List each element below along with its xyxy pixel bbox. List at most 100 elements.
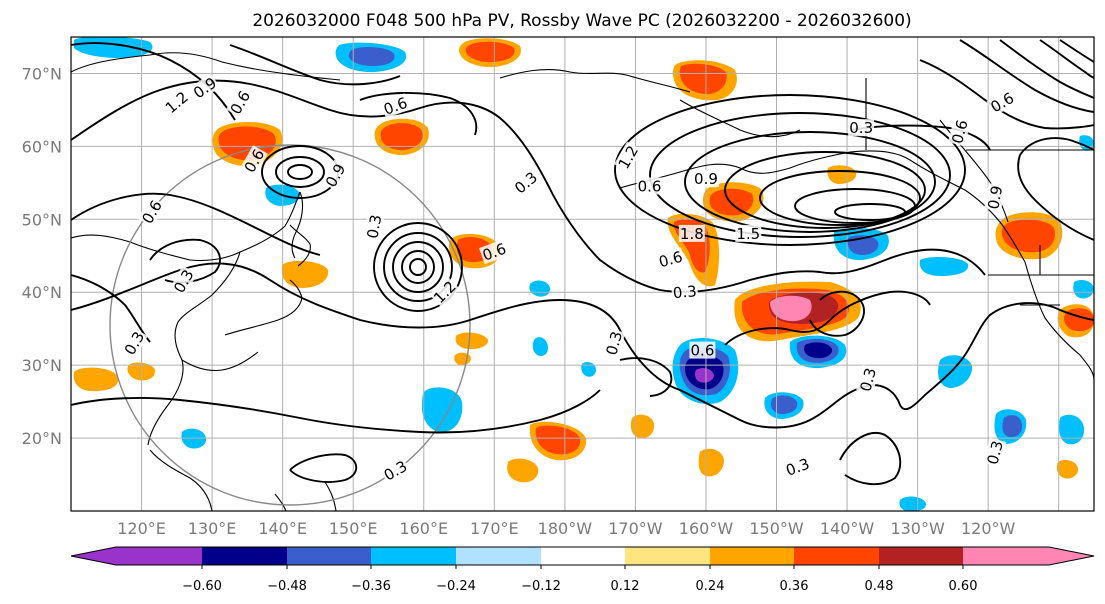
lon-tick-label: 170°W	[608, 519, 663, 538]
contour-label: 0.6	[947, 116, 972, 147]
lat-tick-label: 60°N	[22, 137, 62, 156]
contour-label-background	[189, 73, 221, 103]
contour-label-background	[984, 183, 1006, 212]
lat-tick-label: 40°N	[22, 283, 62, 302]
lat-tick-label: 20°N	[22, 429, 62, 448]
contour-label-background	[947, 116, 972, 147]
longitude-labels: 120°E 130°E 140°E 150°E 160°E 170°E 180°W 170°W…	[117, 519, 1015, 538]
range-circle	[109, 144, 471, 506]
colorbar-segment	[625, 547, 710, 565]
contour-label: 1.8	[678, 224, 705, 243]
contour-label-background	[655, 247, 686, 271]
contour-label-text: 0.9	[694, 170, 718, 188]
coastlines	[71, 52, 1094, 511]
colorbar-segment	[794, 547, 879, 565]
lon-tick-label: 140°W	[820, 519, 875, 538]
contour-label-text: 0.3	[672, 282, 697, 302]
lon-tick-label: 150°W	[749, 519, 804, 538]
colorbar-outline	[70, 546, 1095, 566]
contour-label-background	[848, 119, 875, 137]
colorbar-tick-label: 0.12	[611, 579, 640, 594]
lon-tick-label: 120°E	[117, 519, 166, 538]
map-panel: 0.91.2 0.6 0.60.6 0.90.6 0.30.30.30.61.20.31…	[71, 37, 1094, 511]
contour-label: 0.6	[655, 247, 686, 272]
colorbar-tick-label: −0.36	[351, 579, 391, 594]
lon-tick-label: 120°W	[961, 519, 1016, 538]
lon-tick-label: 170°E	[470, 519, 519, 538]
colorbar-tick-label: 0.48	[865, 579, 894, 594]
contour-label-text: 0.6	[948, 118, 972, 146]
contour-label-text: 0.6	[691, 342, 715, 360]
contour-label-background	[479, 239, 510, 265]
contour-label-background	[689, 341, 716, 359]
contour-label-background	[986, 88, 1018, 117]
contour-label-background	[614, 141, 642, 173]
contour-label-background	[379, 456, 411, 485]
colorbar-tick-label: −0.24	[436, 579, 476, 594]
contour-label-background	[636, 177, 663, 195]
lon-tick-label: 140°E	[258, 519, 307, 538]
figure-title: 2026032000 F048 500 hPa PV, Rossby Wave …	[252, 11, 911, 31]
contour-label: 0.3	[856, 364, 880, 395]
lon-tick-label: 160°E	[399, 519, 448, 538]
lon-tick-label: 160°W	[679, 519, 734, 538]
contour-label: 1.5	[735, 224, 762, 243]
contour-label-background	[380, 93, 411, 119]
contour-label-background	[226, 86, 254, 118]
contour-label: 0.3	[363, 212, 385, 241]
contour-label: 0.9	[692, 170, 719, 188]
anomaly-negative-3	[764, 392, 804, 419]
anomaly-negative-main	[672, 338, 739, 405]
contour-label-text: 0.3	[983, 439, 1007, 467]
contour-label-text: 0.3	[856, 366, 880, 394]
anomaly-negative-2	[789, 335, 847, 369]
contour-label-background	[692, 170, 719, 188]
colorbar-tick-label: 0.60	[949, 579, 978, 594]
colorbar-tick-label: 0.36	[780, 579, 809, 594]
colorbar-segment	[541, 547, 625, 565]
contour-label: 0.6	[689, 341, 716, 360]
colorbar-segment	[71, 547, 202, 565]
colorbar-tick-label: −0.12	[521, 579, 561, 594]
contour-label-background	[169, 265, 198, 297]
contour-label-background	[120, 327, 148, 359]
colorbar: −0.60 −0.48 −0.36 −0.24 −0.12 0.12 0.24 0.36 0.4…	[70, 546, 1095, 594]
contour-label-text: 0.6	[657, 248, 685, 272]
contour-label: 0.3	[671, 282, 699, 302]
contour-label: 0.3	[848, 119, 875, 137]
contour-label-background	[161, 87, 192, 118]
colorbar-tick-label: −0.48	[267, 579, 307, 594]
lat-tick-label: 70°N	[22, 64, 62, 83]
contour-label-text: 0.3	[602, 329, 626, 357]
contour-label-background	[429, 276, 460, 308]
contour-label-background	[321, 159, 349, 191]
lat-tick-label: 30°N	[22, 356, 62, 375]
lon-tick-label: 130°W	[890, 519, 945, 538]
contour-label-background	[602, 328, 626, 358]
contour-label-background	[137, 196, 166, 228]
contour-label-text: 0.3	[849, 119, 873, 137]
contour-label-background	[735, 224, 762, 242]
lat-tick-label: 50°N	[22, 210, 62, 229]
anomaly-positive-main	[734, 281, 861, 342]
colorbar-tick-label: −0.60	[182, 579, 222, 594]
contour-label-background	[856, 364, 880, 395]
lon-tick-label: 150°E	[329, 519, 378, 538]
colorbar-tick-label: 0.24	[696, 579, 725, 594]
contour-label-text: 0.6	[638, 177, 662, 195]
lon-tick-label: 180°W	[538, 519, 593, 538]
colorbar-segment	[456, 547, 541, 565]
contour-label-background	[363, 212, 385, 241]
contour-label-text: 0.3	[363, 213, 385, 240]
contour-label: 0.3	[983, 437, 1007, 468]
map-frame	[70, 36, 1095, 512]
contour-label-background	[983, 437, 1007, 468]
contour-label: 0.9	[984, 183, 1006, 212]
colorbar-segment	[963, 547, 1094, 565]
colorbar-segment	[371, 547, 456, 565]
latitude-labels: 70°N 60°N 50°N 40°N 30°N 20°N	[22, 64, 62, 448]
colorbar-segment	[710, 547, 794, 565]
contour-label-background	[678, 224, 705, 242]
contour-label-text: 1.8	[680, 225, 704, 243]
